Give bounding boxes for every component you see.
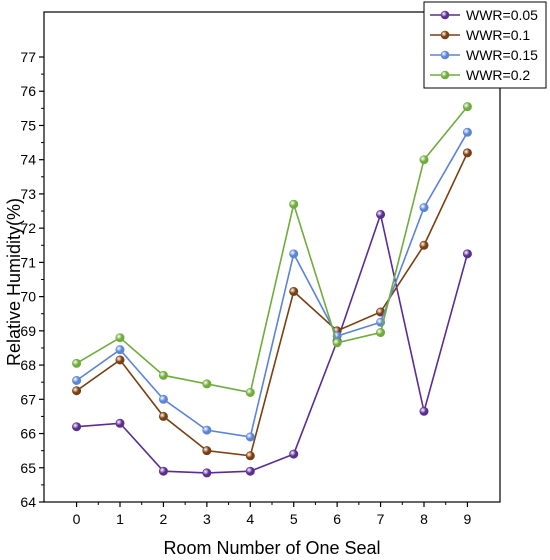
data-point (245, 387, 255, 397)
legend-marker (440, 70, 450, 80)
y-tick-label: 65 (20, 460, 36, 476)
data-point (419, 203, 429, 213)
data-point (419, 406, 429, 416)
data-point (202, 446, 212, 456)
legend-item: WWR=0.2 (430, 67, 530, 83)
x-tick-label: 9 (464, 511, 472, 527)
data-point (72, 375, 82, 385)
y-axis-label: Relative Humidity(%) (4, 198, 24, 366)
legend: WWR=0.05 WWR=0.1 WWR=0.15 WWR=0.2 (423, 1, 547, 89)
data-point (376, 209, 386, 219)
y-axis: 64 65 66 67 68 69 70 71 72 73 74 75 76 77 (20, 49, 44, 510)
legend-label: WWR=0.15 (466, 47, 538, 63)
data-point (72, 422, 82, 432)
x-tick-label: 2 (160, 511, 168, 527)
data-point (72, 358, 82, 368)
y-tick-label: 73 (20, 186, 36, 202)
legend-item: WWR=0.05 (430, 7, 538, 23)
data-point (158, 394, 168, 404)
data-point (462, 249, 472, 259)
data-point (462, 148, 472, 158)
y-tick-label: 76 (20, 83, 36, 99)
data-point (376, 328, 386, 338)
data-point (332, 338, 342, 348)
data-point (158, 411, 168, 421)
data-point (289, 249, 299, 259)
legend-label: WWR=0.2 (466, 67, 530, 83)
data-point (419, 240, 429, 250)
data-point (289, 286, 299, 296)
series-WWR=0.05 (72, 209, 472, 478)
series-WWR=0.2 (72, 102, 472, 397)
data-point (245, 432, 255, 442)
x-axis: 0 1 2 3 4 5 6 7 8 9 (73, 502, 472, 527)
data-point (115, 333, 125, 343)
series-WWR=0.1 (72, 148, 472, 461)
y-tick-label: 69 (20, 323, 36, 339)
legend-label: WWR=0.05 (466, 7, 538, 23)
y-tick-label: 77 (20, 49, 36, 65)
legend-marker (440, 50, 450, 60)
data-point (289, 199, 299, 209)
data-point (115, 345, 125, 355)
data-point (115, 418, 125, 428)
y-tick-label: 67 (20, 391, 36, 407)
series-WWR=0.15 (72, 127, 472, 442)
y-tick-label: 74 (20, 152, 36, 168)
x-axis-label: Room Number of One Seal (163, 538, 380, 558)
legend-marker (440, 30, 450, 40)
x-tick-label: 7 (377, 511, 385, 527)
data-point (202, 379, 212, 389)
series-line (76, 211, 469, 474)
x-tick-label: 4 (246, 511, 254, 527)
series-line (76, 152, 469, 457)
y-tick-label: 75 (20, 117, 36, 133)
data-point (419, 155, 429, 165)
y-tick-label: 68 (20, 357, 36, 373)
data-point (462, 127, 472, 137)
data-point (289, 449, 299, 459)
data-point (245, 466, 255, 476)
series-line (76, 131, 469, 438)
legend-item: WWR=0.15 (430, 47, 538, 63)
series-line (76, 106, 469, 394)
x-tick-label: 3 (203, 511, 211, 527)
legend-label: WWR=0.1 (466, 27, 530, 43)
data-point (462, 102, 472, 112)
x-tick-label: 0 (73, 511, 81, 527)
data-point (72, 386, 82, 396)
y-tick-label: 66 (20, 426, 36, 442)
y-tick-label: 72 (20, 220, 36, 236)
data-point (158, 466, 168, 476)
legend-marker (440, 10, 450, 20)
data-point (245, 451, 255, 461)
y-tick-label: 64 (20, 494, 36, 510)
data-point (158, 370, 168, 380)
x-tick-label: 8 (420, 511, 428, 527)
x-tick-label: 1 (116, 511, 124, 527)
y-tick-label: 71 (20, 254, 36, 270)
data-point (202, 425, 212, 435)
x-tick-label: 6 (333, 511, 341, 527)
series-layer (72, 102, 472, 478)
legend-item: WWR=0.1 (430, 27, 530, 43)
x-tick-label: 5 (290, 511, 298, 527)
y-tick-label: 70 (20, 289, 36, 305)
data-point (202, 468, 212, 478)
data-point (115, 355, 125, 365)
